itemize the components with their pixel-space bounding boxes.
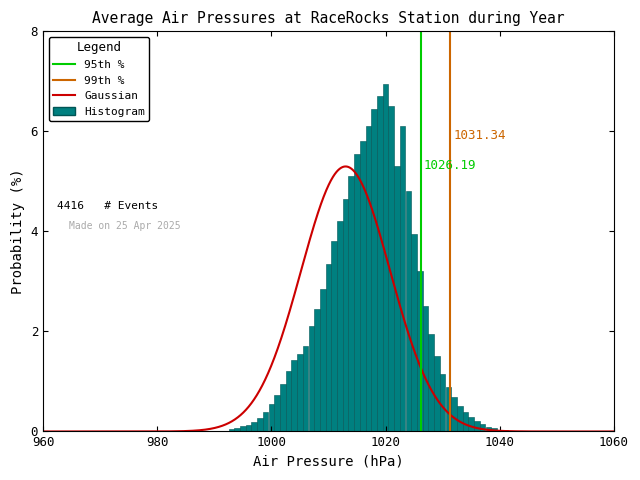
Line: Gaussian: Gaussian	[15, 167, 614, 432]
Bar	[320, 289, 326, 432]
Bar	[314, 309, 320, 432]
Bar	[360, 142, 365, 432]
Bar	[434, 357, 440, 432]
Bar	[428, 334, 434, 432]
Gaussian	[342, 164, 349, 169]
Bar	[394, 167, 400, 432]
Bar	[269, 404, 274, 432]
Bar	[349, 177, 354, 432]
95th %	[417, 379, 425, 384]
Bar	[463, 412, 468, 432]
Bar	[486, 427, 491, 432]
Bar	[291, 360, 297, 432]
Bar	[440, 374, 445, 432]
Bar	[257, 418, 263, 432]
Bar	[492, 429, 497, 432]
Legend: 95th %, 99th %, Gaussian, Histogram: 95th %, 99th %, Gaussian, Histogram	[49, 37, 149, 121]
Bar	[388, 107, 394, 432]
Gaussian	[483, 427, 491, 432]
Text: 1031.34: 1031.34	[453, 129, 506, 142]
Bar	[400, 126, 406, 432]
Bar	[497, 430, 502, 432]
Text: 1026.19: 1026.19	[424, 159, 476, 172]
Y-axis label: Probability (%): Probability (%)	[11, 168, 25, 294]
Bar	[308, 326, 314, 432]
Bar	[422, 306, 428, 432]
Title: Average Air Pressures at RaceRocks Station during Year: Average Air Pressures at RaceRocks Stati…	[92, 11, 564, 26]
Gaussian	[593, 429, 600, 434]
Bar	[303, 347, 308, 432]
Bar	[297, 354, 303, 432]
99th %	[447, 429, 454, 434]
Bar	[332, 241, 337, 432]
Bar	[228, 429, 234, 432]
Bar	[337, 221, 342, 432]
Bar	[457, 407, 463, 432]
Bar	[383, 84, 388, 432]
Bar	[445, 387, 451, 432]
Gaussian	[302, 250, 310, 256]
95th %	[417, 429, 425, 434]
99th %	[447, 379, 454, 384]
Bar	[365, 126, 371, 432]
Bar	[263, 412, 268, 432]
Gaussian	[11, 429, 19, 434]
Bar	[371, 109, 377, 432]
Bar	[354, 154, 360, 432]
Gaussian	[41, 429, 49, 434]
Bar	[451, 397, 457, 432]
Bar	[468, 418, 474, 432]
Bar	[246, 425, 252, 432]
Bar	[377, 96, 383, 432]
Gaussian	[593, 429, 600, 434]
Bar	[502, 431, 508, 432]
Bar	[412, 234, 417, 432]
Gaussian	[610, 429, 618, 434]
Bar	[474, 421, 479, 432]
Bar	[417, 272, 422, 432]
Bar	[234, 428, 240, 432]
Bar	[285, 372, 291, 432]
Bar	[480, 424, 485, 432]
Bar	[280, 384, 285, 432]
Gaussian	[286, 307, 294, 312]
Bar	[406, 192, 411, 432]
Bar	[275, 396, 280, 432]
Text: Made on 25 Apr 2025: Made on 25 Apr 2025	[68, 221, 180, 231]
Text: 4416   # Events: 4416 # Events	[58, 202, 159, 212]
Bar	[343, 199, 348, 432]
Bar	[252, 422, 257, 432]
Bar	[240, 426, 246, 432]
X-axis label: Air Pressure (hPa): Air Pressure (hPa)	[253, 455, 404, 469]
Bar	[326, 264, 332, 432]
